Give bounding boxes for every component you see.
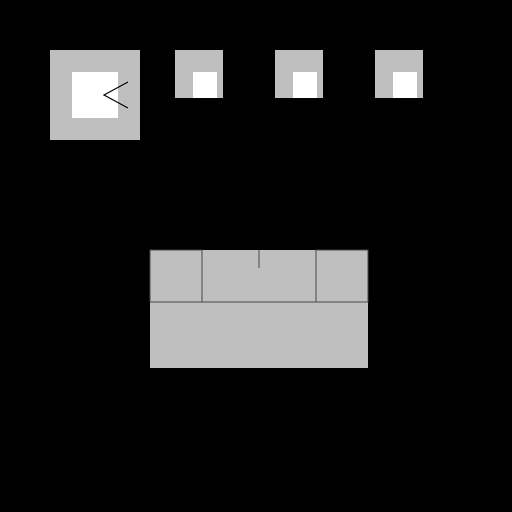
couch-right-cushion <box>316 250 368 302</box>
thumb-square-1-inner <box>193 72 217 98</box>
diagram-canvas <box>0 0 512 512</box>
thumb-square-3-inner <box>393 72 417 98</box>
big-square-inner <box>72 72 118 118</box>
diagram-svg <box>0 0 512 512</box>
thumb-square-2-inner <box>293 72 317 98</box>
couch-left-cushion <box>150 250 202 302</box>
